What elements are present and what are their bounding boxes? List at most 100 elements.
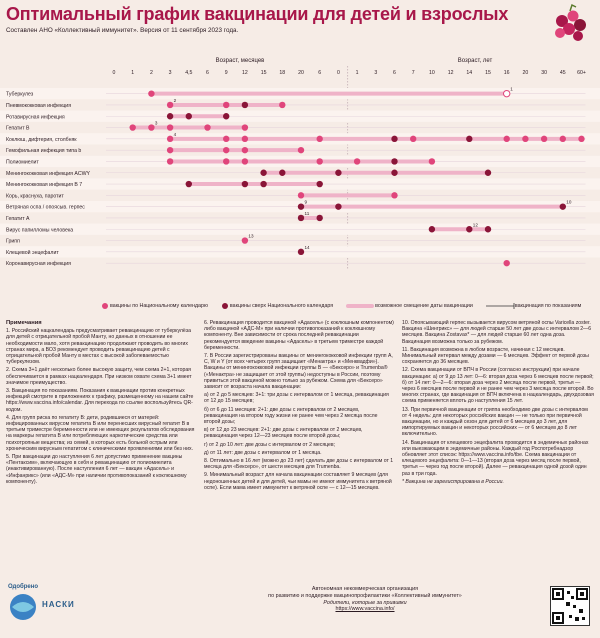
row-label: Пневмококковая инфекция [6,103,71,109]
notes-column-3: 10. Опоясывающий герпес вызывается вирус… [402,320,594,487]
dose-footnote: 13 [248,234,254,239]
page-title: Оптимальный график вакцинации для детей … [6,4,509,24]
note-12: 12. Схема вакцинации от ВПЧ в России (со… [402,367,594,405]
tick-label: 0 [337,70,340,76]
note-9: 9. Минимальный возраст для начала вакцин… [204,472,392,491]
dose-marker [260,169,267,176]
dose-marker [297,203,305,210]
dose-marker [503,259,510,267]
dose-marker [279,101,286,109]
dose-marker [540,135,548,143]
legend-shift: возможное смещение даты вакцинации [345,302,473,310]
dose-marker [297,192,305,199]
dose-marker [148,90,155,97]
dose-marker [503,89,511,98]
dose-marker [466,135,473,143]
note-7e: д) от 11 лет: две дозы с интервалом от 1… [204,449,322,456]
dose-marker [241,124,249,131]
dose-marker [166,124,174,131]
tick-label: 45 [560,70,566,76]
chart-legend: вакцины по Национальному календарю вакци… [100,300,595,312]
dose-marker [223,135,230,143]
dose-marker [316,214,323,222]
dose-marker [578,135,585,143]
shift-bar [170,114,227,119]
dose-marker [316,135,323,143]
shift-bar [301,215,320,220]
row-label: Гепатит А [6,216,30,222]
note-10: 10. Опоясывающий герпес вызывается вирус… [402,320,592,345]
legend-booster-label: вакцинация по показаниям [514,303,582,309]
dose-footnote: 3 [155,121,158,126]
dose-marker [185,180,192,188]
org-website-link[interactable]: https://www.vaccina.info/ [335,606,395,613]
note-7: 7. В России зарегистрированы вакцины от … [204,353,393,391]
dose-marker [316,158,323,165]
shift-bar [301,193,395,198]
dose-marker [166,101,174,109]
dose-footnote: 2 [174,98,177,103]
qr-code-icon[interactable] [550,586,590,626]
dose-marker [559,203,566,210]
shift-bar [170,159,432,164]
note-7b: б) от 6 до 11 месяцев: 2+1: две дозы с и… [204,406,378,426]
note-7c: в) от 12 до 23 месяцев: 2+1: две дозы с … [204,427,363,440]
dose-marker [260,180,267,188]
tick-label: 2 [150,70,153,76]
row-label: Ветряная оспа / опоясыв. герпес [6,205,85,211]
tick-label: 14 [466,70,472,76]
dose-marker [391,192,398,199]
row-label: Коронавирусная инфекция [6,261,71,267]
note-2: 2. Схема 3+1 даёт несколько более высоку… [6,367,192,386]
notes-title: Примечания [6,320,42,326]
org-line-1: Автономная некоммерческая организация [311,586,419,592]
dose-marker [279,169,286,176]
note-4: 4. Для групп риска по гепатиту В: дети, … [6,414,195,452]
dose-marker [223,146,230,154]
dose-marker [391,135,398,143]
dose-marker [241,146,249,154]
logo-approved-text: Одобрено [8,584,38,590]
dose-marker [503,135,510,143]
dose-marker [335,169,342,176]
org-line-3: Родители, которые за прививки [323,599,407,606]
naski-logo: Одобрено НАСКИ [8,584,98,624]
dose-marker [353,158,361,165]
dose-marker [241,180,249,188]
dose-marker [166,135,174,143]
dose-footnote: 10 [566,200,572,205]
row-label: Коклюш, дифтерия, столбняк [6,137,77,143]
note-1: 1. Российский нацкалендарь предусматрива… [6,328,191,366]
dose-marker [428,226,436,233]
berries-logo-icon [555,3,586,41]
dose-footnote: 1 [510,87,513,92]
row-label: Полиомиелит [6,159,39,165]
notes-column-2: 6. Ревакцинация проводится вакциной «Ада… [204,320,394,493]
note-7d: г) от 2 до 10 лет: две дозы с интервалом… [204,441,336,448]
dose-marker [148,124,155,131]
tick-label: 7 [412,70,415,76]
row-label: Корь, краснуха, паротит [6,193,64,199]
shift-bar [170,148,301,153]
legend-shift-label: возможное смещение даты вакцинации [375,303,473,309]
dose-marker [297,248,305,256]
dose-marker [129,124,136,131]
row-label: Грипп [6,239,20,245]
tick-label: 10 [429,70,435,76]
row-label: Клещевой энцефалит [6,249,59,256]
shift-bar [431,227,488,232]
dose-marker [428,158,436,165]
tick-label: 3 [169,70,172,76]
footer-org-info: Автономная некоммерческая организация по… [230,586,500,613]
dose-marker [297,146,305,154]
shift-bar [301,204,563,209]
row-label: Вирус папилломы человека [6,227,73,233]
dose-footnote: 9 [305,200,308,205]
tick-label: 15 [261,70,267,76]
dose-marker [223,101,230,109]
note-6: 6. Ревакцинация проводится вакциной «Ада… [204,320,394,351]
dose-marker [166,146,174,154]
tick-label: 6 [206,70,209,76]
tick-label: 18 [279,70,285,76]
note-8: 8. Оптимально в 16 лет (можно до 23 лет)… [204,458,394,471]
